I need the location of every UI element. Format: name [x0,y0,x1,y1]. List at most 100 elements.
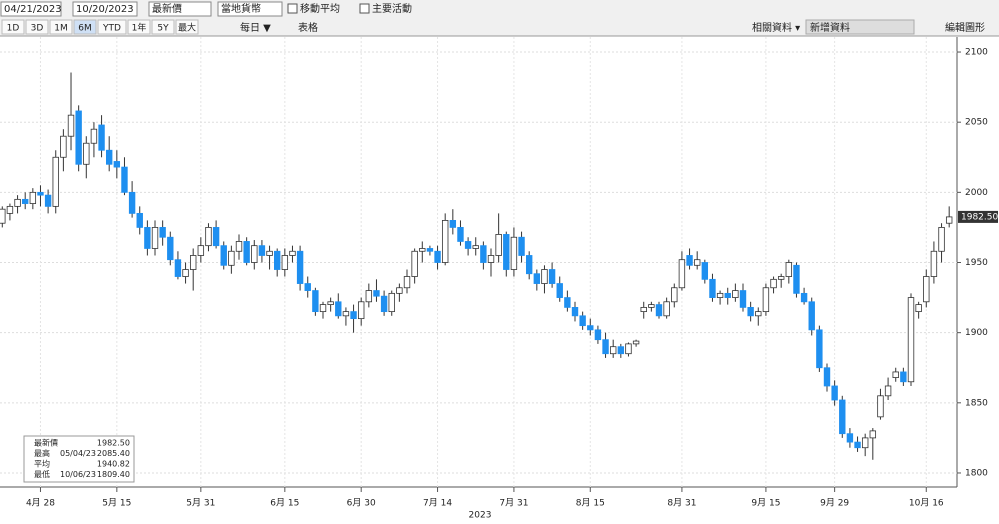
y-tick-label: 1850 [965,398,988,408]
add-data[interactable]: 新增資料 [810,21,850,34]
candle-body [6,205,14,214]
candle-body [14,198,21,207]
range-label[interactable]: 1年 [132,22,147,34]
x-tick-label: 9月 29 [820,498,849,509]
candle-body [564,297,571,308]
y-tick-label: 2050 [965,118,988,128]
candle-body [212,227,220,247]
range-label[interactable]: 1M [54,24,68,34]
candle-body [617,346,625,355]
frequency[interactable]: 每日 ▼ [240,21,271,34]
x-tick-label: 9月 15 [751,498,780,509]
x-tick-label: 10月 16 [909,498,944,509]
candle-body [457,227,464,242]
candle-body [434,250,441,263]
candle-body [380,295,388,313]
checkbox[interactable] [287,3,298,14]
date-input[interactable] [0,1,62,17]
candle-body [518,236,525,256]
candle-body [693,259,701,266]
x-tick-label: 6月 15 [270,498,299,509]
candle-body [319,304,327,313]
candle-body [327,301,334,305]
candle-body [281,255,289,270]
candle-body [21,198,29,204]
range-button[interactable] [151,19,175,35]
candle-body [739,290,747,308]
last-price-tag [958,210,998,223]
edit-button[interactable]: 編輯圖形 [945,21,985,34]
candle-body [128,191,136,214]
candle-body [182,269,189,277]
range-label[interactable]: YTD [102,24,121,34]
candle-body [678,259,686,289]
candle-body [808,301,815,331]
field[interactable]: 最新價 [152,2,182,15]
candle-body [205,227,212,247]
candle-body [441,220,449,263]
range-button[interactable] [49,19,73,35]
candle-body [701,262,709,280]
candle-body [144,227,151,249]
candle-body [67,114,75,137]
field-select[interactable] [148,1,212,17]
date-input[interactable] [72,1,138,17]
candle-body [495,234,502,256]
legend-date: 05/04/23 [60,449,96,458]
candle-body [464,241,472,249]
candle-body [716,292,724,298]
y-tick-label: 1900 [965,328,988,338]
candle-body [396,287,403,294]
range-button[interactable] [97,19,127,35]
x-tick-label: 5月 15 [102,498,131,509]
range-label[interactable]: 3D [31,24,44,34]
range-button[interactable] [127,19,151,35]
range-label[interactable]: 最大 [178,22,196,34]
candle-body [648,304,655,308]
candle-body [29,191,37,204]
candle-body [831,385,838,401]
candle-body [403,276,411,289]
legend-value: 2085.40 [97,449,130,458]
candle-body [258,245,266,256]
start-date[interactable]: 04/21/2023 [4,4,62,15]
range-label[interactable]: 6M [78,24,92,34]
end-date[interactable]: 10/20/2023 [76,4,134,15]
candle-body [243,241,250,263]
candle-body [594,329,602,341]
range-button[interactable] [1,19,25,35]
range-button[interactable] [175,19,199,35]
candle-body [785,262,793,277]
candle-body [304,283,311,291]
range-label[interactable]: 5Y [157,24,169,34]
legend-value: 1940.82 [97,460,130,469]
range-button[interactable] [73,19,97,35]
candle-body [854,441,861,449]
candle-body [548,269,556,284]
moving-average[interactable]: 移動平均 [300,2,340,15]
candle-body [915,304,922,313]
related-button[interactable]: 相關資料 ▾ [752,21,800,34]
candle-body [105,149,113,165]
x-tick-label: 4月 28 [26,498,55,509]
range-label[interactable]: 1D [7,24,20,34]
candle-body [923,276,930,303]
candle-body [846,433,854,443]
currency[interactable]: 當地貨幣 [221,2,261,15]
currency-select[interactable] [217,1,283,17]
events[interactable]: 主要活動 [372,2,412,15]
checkbox[interactable] [359,3,370,14]
candle-body [151,227,159,249]
candle-body [770,278,777,289]
add-data-input[interactable] [805,19,915,35]
candle-body [90,128,98,144]
candle-body [174,259,182,277]
candle-body [159,227,166,238]
table-button[interactable]: 表格 [298,21,318,34]
candle-body [365,290,373,303]
candle-body [541,269,548,284]
candle-body [335,301,342,317]
range-button[interactable] [25,19,49,35]
candle-body [861,437,869,449]
candle-body [938,227,945,252]
